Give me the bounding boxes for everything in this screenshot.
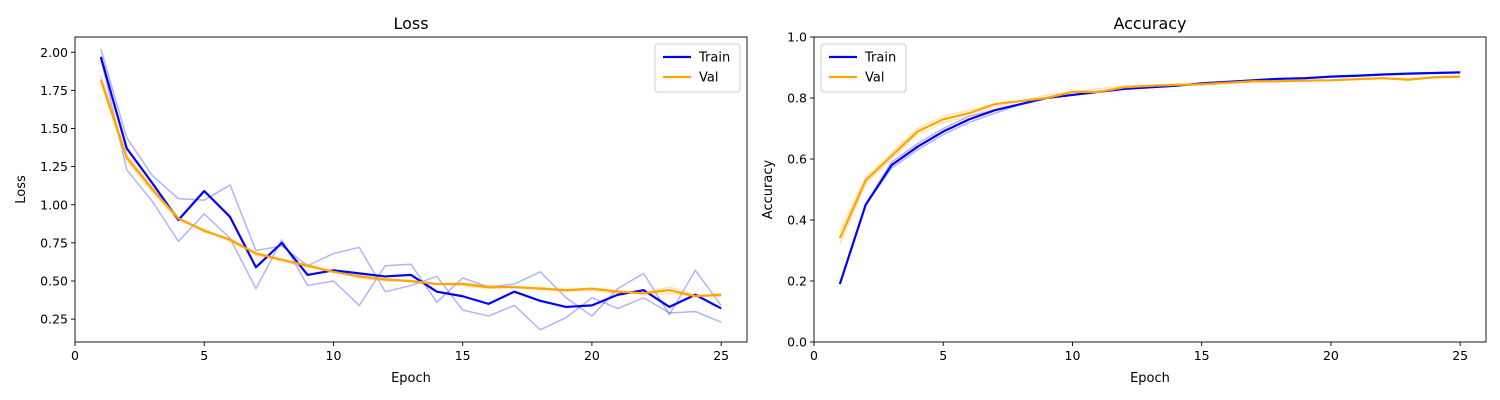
loss-y-tick-label: 0.75 xyxy=(40,235,68,250)
accuracy-chart: Accuracy 0 5 10 15 20 25 0.0 0.2 0.4 0.6 0.8 1.0 Epoc… xyxy=(761,14,1487,386)
loss-x-tick-label: 5 xyxy=(200,348,208,363)
accuracy-x-tick-label: 25 xyxy=(1452,348,1468,363)
loss-y-tick-label: 0.50 xyxy=(40,274,68,289)
accuracy-x-tick-label: 15 xyxy=(1194,348,1210,363)
loss-x-tick-label: 15 xyxy=(455,348,471,363)
accuracy-val-line xyxy=(838,75,1461,239)
loss-legend-val-label: Val xyxy=(699,71,718,86)
accuracy-y-tick-label: 0.8 xyxy=(787,91,807,106)
loss-x-tick-label: 0 xyxy=(71,348,79,363)
loss-x-axis-label: Epoch xyxy=(391,371,431,386)
accuracy-legend-train-label: Train xyxy=(864,51,896,66)
loss-legend-train-label: Train xyxy=(698,51,730,66)
loss-train-run-2-line xyxy=(100,58,722,317)
accuracy-legend-val-label: Val xyxy=(865,71,884,86)
loss-train-run-1-line xyxy=(100,48,722,331)
accuracy-x-tick-label: 20 xyxy=(1323,348,1339,363)
accuracy-title: Accuracy xyxy=(1113,14,1186,33)
loss-legend: Train Val xyxy=(654,43,741,93)
loss-x-tick-label: 20 xyxy=(584,348,600,363)
loss-y-tick-label: 1.75 xyxy=(40,83,68,98)
loss-val-run-1-line xyxy=(100,74,722,297)
accuracy-y-axis-label: Accuracy xyxy=(761,160,776,220)
loss-x-tick-label: 25 xyxy=(713,348,729,363)
accuracy-y-tick-label: 0.4 xyxy=(787,213,807,228)
loss-y-tick-label: 0.25 xyxy=(40,312,68,327)
accuracy-train-line xyxy=(838,71,1461,285)
accuracy-x-tick-label: 5 xyxy=(939,348,947,363)
accuracy-x-tick-label: 10 xyxy=(1065,348,1081,363)
loss-y-tick-label: 2.00 xyxy=(40,45,68,60)
accuracy-x-tick-label: 0 xyxy=(810,348,818,363)
loss-chart: Loss 0 5 10 15 20 25 0.25 0.50 0.75 1.00 1.25 1.50 1.… xyxy=(14,14,748,386)
accuracy-y-tick-label: 0.2 xyxy=(787,274,807,289)
accuracy-x-axis-label: Epoch xyxy=(1130,371,1170,386)
accuracy-y-tick-label: 0.6 xyxy=(787,152,807,167)
accuracy-axes-frame xyxy=(813,36,1487,343)
loss-train-line xyxy=(99,56,722,310)
loss-y-tick-label: 1.50 xyxy=(40,121,68,136)
loss-x-tick-label: 10 xyxy=(326,348,342,363)
accuracy-y-tick-label: 0.0 xyxy=(787,335,807,350)
accuracy-plot-area xyxy=(838,71,1461,285)
loss-plot-area xyxy=(99,48,722,331)
loss-title: Loss xyxy=(393,14,428,33)
loss-y-tick-label: 1.00 xyxy=(40,197,68,212)
loss-axes-frame xyxy=(74,36,748,343)
loss-y-tick-label: 1.25 xyxy=(40,159,68,174)
accuracy-y-tick-label: 1.0 xyxy=(787,30,807,45)
loss-y-axis-label: Loss xyxy=(14,175,29,204)
accuracy-legend: Train Val xyxy=(820,43,907,93)
loss-val-line xyxy=(99,79,722,298)
